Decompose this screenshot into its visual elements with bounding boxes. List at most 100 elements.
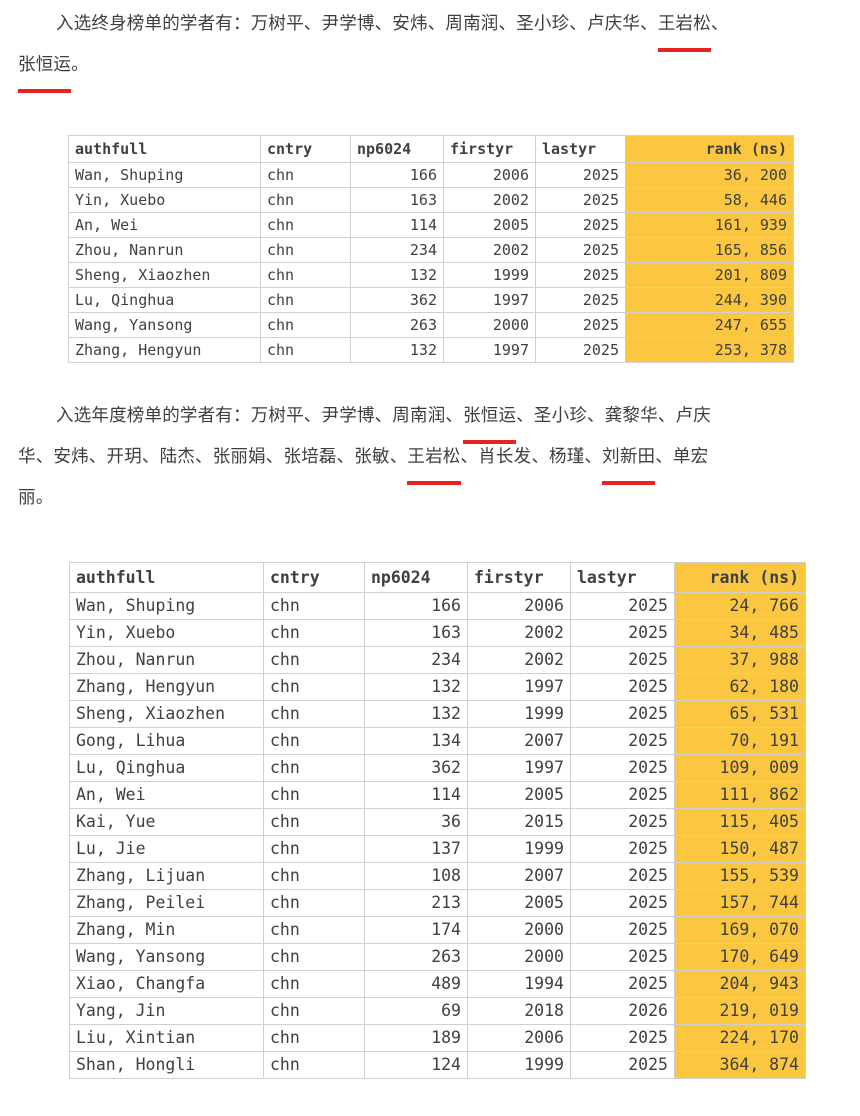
table-header-row: authfull cntry np6024 firstyr lastyr ran…	[69, 562, 806, 593]
cell-rank-ns: 109, 009	[674, 754, 806, 782]
cell-cntry: chn	[263, 1051, 365, 1079]
cell-firstyr: 2018	[467, 997, 571, 1025]
cell-cntry: chn	[263, 1024, 365, 1052]
table-row: Wan, Shuping chn 166 2006 2025 36, 200	[68, 162, 794, 188]
cell-lastyr: 2025	[570, 943, 675, 971]
column-header-cntry: cntry	[260, 135, 351, 163]
table-row: Wan, Shuping chn 166 2006 2025 24, 766	[69, 592, 806, 620]
cell-np6024: 114	[364, 781, 468, 809]
cell-lastyr: 2025	[535, 237, 626, 263]
cell-authfull: Zhou, Nanrun	[69, 646, 264, 674]
cell-lastyr: 2026	[570, 997, 675, 1025]
cell-cntry: chn	[263, 700, 365, 728]
cell-authfull: Sheng, Xiaozhen	[68, 262, 261, 288]
cell-rank-ns: 62, 180	[674, 673, 806, 701]
cell-cntry: chn	[263, 781, 365, 809]
cell-authfull: Lu, Qinghua	[69, 754, 264, 782]
cell-lastyr: 2025	[535, 162, 626, 188]
cell-lastyr: 2025	[570, 592, 675, 620]
cell-cntry: chn	[263, 619, 365, 647]
cell-firstyr: 2002	[443, 237, 536, 263]
cell-np6024: 108	[364, 862, 468, 890]
cell-rank-ns: 170, 649	[674, 943, 806, 971]
cell-firstyr: 2005	[467, 781, 571, 809]
cell-firstyr: 1999	[443, 262, 536, 288]
cell-rank-ns: 204, 943	[674, 970, 806, 998]
cell-lastyr: 2025	[570, 835, 675, 863]
highlighted-name-zhang-hengyun: 张恒运	[18, 45, 72, 93]
cell-authfull: Lu, Jie	[69, 835, 264, 863]
table-row: Lu, Qinghua chn 362 1997 2025 244, 390	[68, 287, 794, 313]
cell-lastyr: 2025	[570, 889, 675, 917]
cell-lastyr: 2025	[570, 970, 675, 998]
cell-authfull: Sheng, Xiaozhen	[69, 700, 264, 728]
table-row: Lu, Qinghua chn 362 1997 2025 109, 009	[69, 754, 806, 782]
cell-np6024: 263	[350, 312, 444, 338]
cell-cntry: chn	[263, 835, 365, 863]
cell-lastyr: 2025	[535, 312, 626, 338]
cell-authfull: Wan, Shuping	[68, 162, 261, 188]
cell-authfull: Zhang, Peilei	[69, 889, 264, 917]
cell-cntry: chn	[263, 808, 365, 836]
cell-np6024: 362	[364, 754, 468, 782]
cell-cntry: chn	[260, 162, 351, 188]
cell-authfull: Kai, Yue	[69, 808, 264, 836]
cell-cntry: chn	[263, 889, 365, 917]
cell-cntry: chn	[263, 916, 365, 944]
cell-lastyr: 2025	[570, 619, 675, 647]
lifetime-list-paragraph: 入选终身榜单的学者有：万树平、尹学博、安炜、周南润、圣小珍、卢庆华、王岩松、 张…	[18, 4, 729, 93]
table-row: Yin, Xuebo chn 163 2002 2025 34, 485	[69, 619, 806, 647]
column-header-rank-ns: rank (ns)	[674, 562, 806, 593]
cell-authfull: Wang, Yansong	[69, 943, 264, 971]
cell-cntry: chn	[263, 997, 365, 1025]
cell-lastyr: 2025	[570, 862, 675, 890]
cell-np6024: 189	[364, 1024, 468, 1052]
table-row: Gong, Lihua chn 134 2007 2025 70, 191	[69, 727, 806, 755]
cell-firstyr: 1997	[467, 754, 571, 782]
cell-authfull: Yin, Xuebo	[69, 619, 264, 647]
cell-rank-ns: 161, 939	[625, 212, 794, 238]
lifetime-paragraph-lead: 入选终身榜单的学者有：万树平、尹学博、安炜、周南润、圣小珍、卢庆华、	[56, 14, 658, 34]
cell-np6024: 263	[364, 943, 468, 971]
cell-cntry: chn	[260, 312, 351, 338]
cell-rank-ns: 224, 170	[674, 1024, 806, 1052]
cell-cntry: chn	[260, 187, 351, 213]
cell-cntry: chn	[263, 862, 365, 890]
cell-cntry: chn	[263, 754, 365, 782]
cell-np6024: 137	[364, 835, 468, 863]
cell-firstyr: 2015	[467, 808, 571, 836]
cell-cntry: chn	[263, 970, 365, 998]
cell-rank-ns: 219, 019	[674, 997, 806, 1025]
cell-rank-ns: 115, 405	[674, 808, 806, 836]
cell-cntry: chn	[260, 237, 351, 263]
table-row: Yang, Jin chn 69 2018 2026 219, 019	[69, 997, 806, 1025]
cell-cntry: chn	[260, 212, 351, 238]
cell-authfull: An, Wei	[68, 212, 261, 238]
cell-rank-ns: 34, 485	[674, 619, 806, 647]
cell-authfull: Yin, Xuebo	[68, 187, 261, 213]
cell-authfull: Zhang, Lijuan	[69, 862, 264, 890]
annual-paragraph-line2-lead: 华、安炜、开玥、陆杰、张丽娟、张培磊、张敏、	[18, 447, 408, 467]
table-row: Zhang, Hengyun chn 132 1997 2025 253, 37…	[68, 337, 794, 363]
cell-firstyr: 2006	[467, 1024, 571, 1052]
cell-np6024: 213	[364, 889, 468, 917]
cell-cntry: chn	[263, 727, 365, 755]
cell-cntry: chn	[263, 673, 365, 701]
cell-np6024: 234	[364, 646, 468, 674]
annual-paragraph-line2-mid: 、肖长发、杨瑾、	[460, 447, 603, 467]
cell-np6024: 134	[364, 727, 468, 755]
cell-authfull: Zhou, Nanrun	[68, 237, 261, 263]
cell-lastyr: 2025	[570, 1051, 675, 1079]
cell-authfull: Yang, Jin	[69, 997, 264, 1025]
cell-lastyr: 2025	[570, 781, 675, 809]
highlighted-name-wang-yansong: 王岩松	[407, 437, 461, 485]
cell-lastyr: 2025	[535, 262, 626, 288]
cell-firstyr: 1999	[467, 835, 571, 863]
cell-cntry: chn	[263, 592, 365, 620]
cell-lastyr: 2025	[570, 808, 675, 836]
lifetime-ranking-table: authfull cntry np6024 firstyr lastyr ran…	[68, 135, 794, 363]
column-header-np6024: np6024	[350, 135, 444, 163]
cell-authfull: Lu, Qinghua	[68, 287, 261, 313]
table-row: Zhang, Hengyun chn 132 1997 2025 62, 180	[69, 673, 806, 701]
cell-firstyr: 2002	[467, 646, 571, 674]
